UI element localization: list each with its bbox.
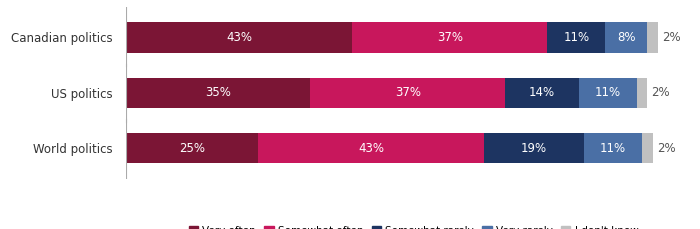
Legend: Very often, Somewhat often, Somewhat rarely, Very rarely, I don't know: Very often, Somewhat often, Somewhat rar… bbox=[185, 222, 643, 229]
Bar bbox=[648, 22, 658, 53]
Bar bbox=[637, 77, 648, 108]
Bar bbox=[258, 133, 484, 163]
Bar bbox=[606, 22, 648, 53]
Text: 11%: 11% bbox=[595, 86, 621, 99]
Bar bbox=[353, 22, 547, 53]
Bar bbox=[310, 77, 505, 108]
Text: 2%: 2% bbox=[657, 142, 675, 155]
Text: 43%: 43% bbox=[358, 142, 384, 155]
Text: 14%: 14% bbox=[529, 86, 555, 99]
Bar bbox=[505, 77, 579, 108]
Bar bbox=[484, 133, 584, 163]
Bar bbox=[584, 133, 642, 163]
Text: 43%: 43% bbox=[226, 31, 252, 44]
Text: 37%: 37% bbox=[395, 86, 421, 99]
Text: 11%: 11% bbox=[564, 31, 589, 44]
Text: 19%: 19% bbox=[521, 142, 547, 155]
Text: 11%: 11% bbox=[600, 142, 626, 155]
Text: 25%: 25% bbox=[178, 142, 205, 155]
Bar bbox=[642, 133, 652, 163]
Bar bbox=[579, 77, 637, 108]
Text: 37%: 37% bbox=[437, 31, 463, 44]
Bar bbox=[126, 133, 258, 163]
Text: 2%: 2% bbox=[662, 31, 681, 44]
Bar bbox=[126, 77, 310, 108]
Text: 2%: 2% bbox=[652, 86, 670, 99]
Text: 8%: 8% bbox=[617, 31, 636, 44]
Bar bbox=[126, 22, 353, 53]
Text: 35%: 35% bbox=[205, 86, 231, 99]
Bar bbox=[547, 22, 606, 53]
